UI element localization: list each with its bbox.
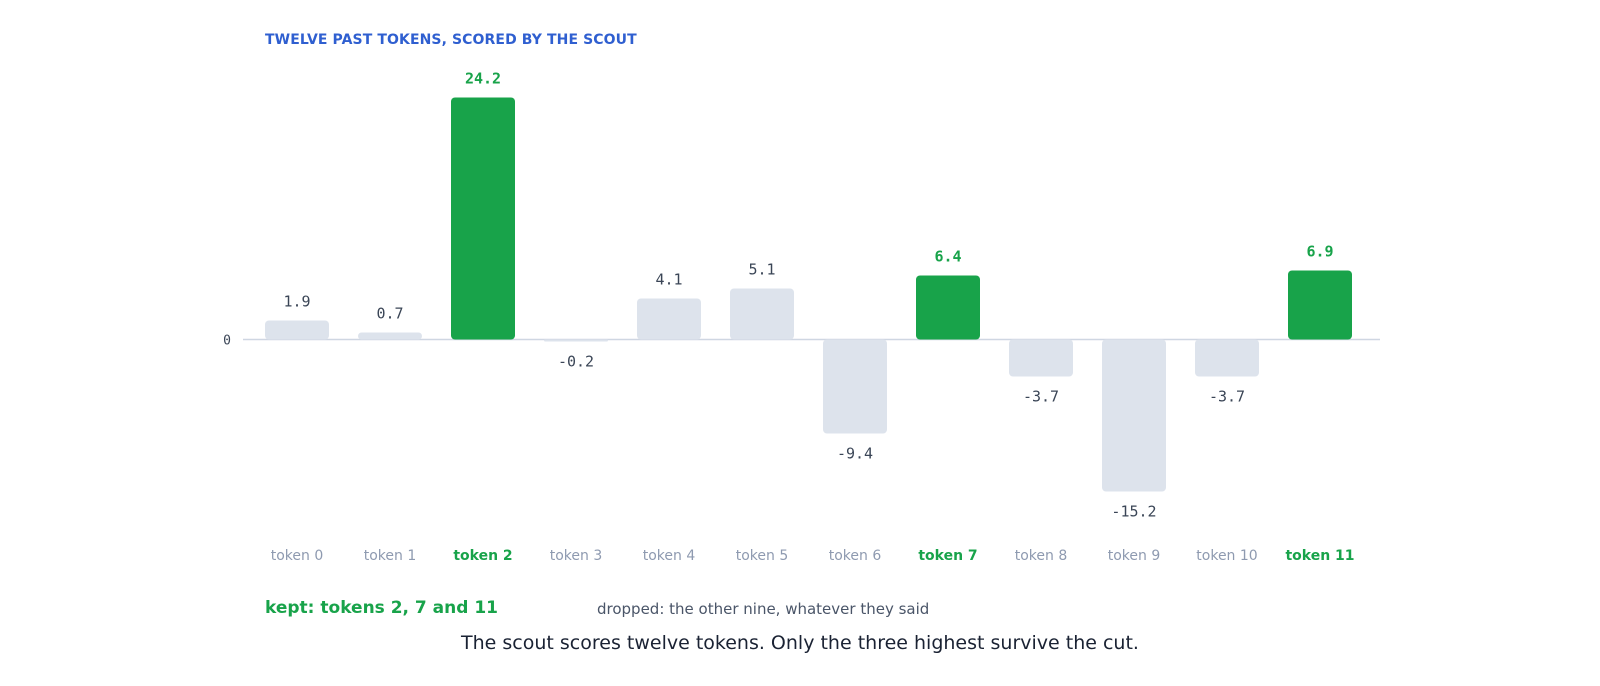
kept-note: kept: tokens 2, 7 and 11 [265, 598, 498, 618]
x-tick-label: token 10 [1196, 548, 1257, 564]
y-tick-label: 0 [223, 334, 231, 349]
x-tick-label: token 9 [1108, 548, 1161, 564]
bar-token-6 [823, 339, 887, 434]
value-label: -9.4 [837, 445, 873, 463]
value-label: 24.2 [465, 70, 501, 88]
bar-token-0 [265, 320, 329, 340]
x-tick-label: token 4 [643, 548, 696, 564]
value-label: -15.2 [1111, 503, 1156, 521]
bar-token-5 [730, 288, 794, 340]
bar-token-4 [637, 298, 701, 340]
value-label: 6.4 [934, 248, 961, 266]
x-tick-label: token 2 [453, 548, 512, 564]
value-label: 1.9 [283, 293, 310, 311]
value-label: 6.9 [1306, 243, 1333, 261]
value-label: -3.7 [1023, 388, 1059, 406]
x-tick-label: token 5 [736, 548, 789, 564]
bar-token-1 [358, 332, 422, 340]
bars-group [265, 97, 1352, 492]
value-label: -0.2 [558, 353, 594, 371]
bar-token-9 [1102, 339, 1166, 492]
value-label: -3.7 [1209, 388, 1245, 406]
x-tick-label: token 0 [271, 548, 324, 564]
bar-token-7 [916, 275, 980, 340]
x-tick-label: token 6 [829, 548, 882, 564]
x-tick-label: token 1 [364, 548, 417, 564]
value-label: 0.7 [376, 305, 403, 323]
x-tick-label: token 7 [918, 548, 977, 564]
value-label: 5.1 [748, 261, 775, 279]
bar-token-2 [451, 97, 515, 340]
x-tick-label: token 11 [1285, 548, 1354, 564]
bar-token-10 [1195, 339, 1259, 377]
dropped-note: dropped: the other nine, whatever they s… [597, 600, 930, 618]
x-tick-label: token 8 [1015, 548, 1068, 564]
bar-token-3 [544, 339, 608, 342]
ticks-group: token 0 token 1 token 2 token 3 token 4 token… [223, 334, 1354, 565]
bar-token-11 [1288, 270, 1352, 340]
chart-title: TWELVE PAST TOKENS, SCORED BY THE SCOUT [265, 32, 637, 48]
bar-token-8 [1009, 339, 1073, 377]
labels-group: 1.9 0.7 24.2 -0.2 4.1 5.1 -9.4 6.4 -3.7 -15.2 -3.7… [283, 70, 1333, 521]
x-tick-label: token 3 [550, 548, 603, 564]
caption: The scout scores twelve tokens. Only the… [461, 632, 1139, 654]
value-label: 4.1 [655, 271, 682, 289]
